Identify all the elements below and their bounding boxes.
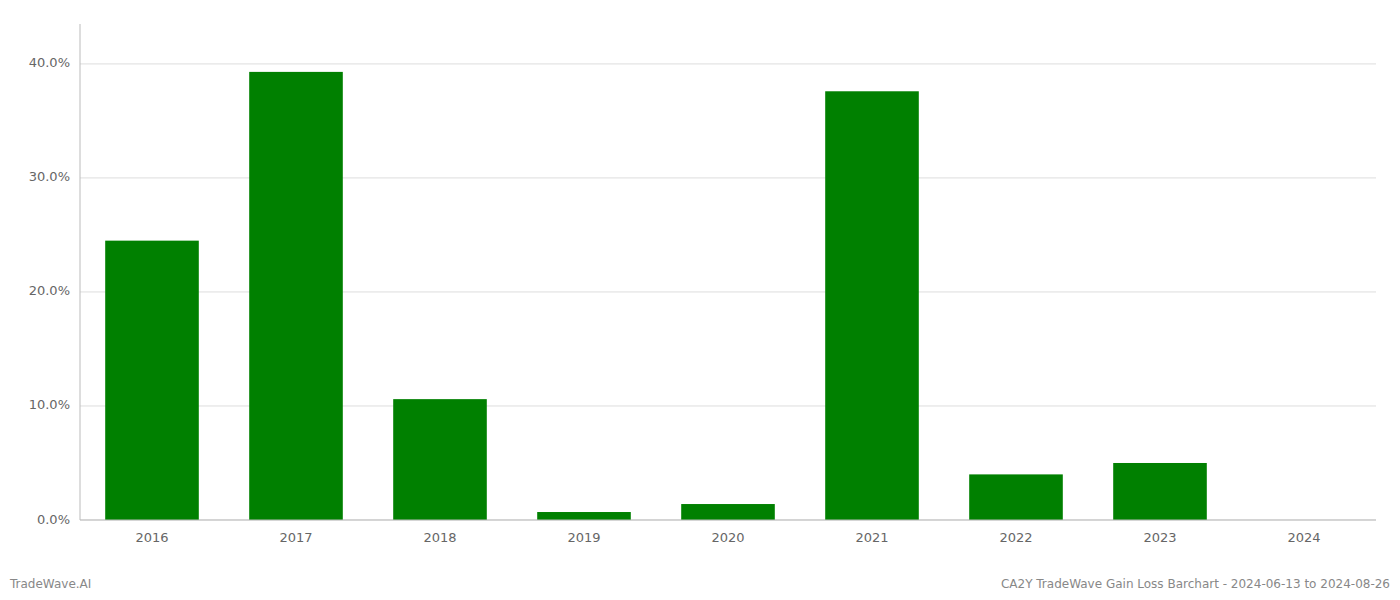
y-tick-label: 20.0% bbox=[29, 283, 70, 298]
annotations: TradeWave.AI CA2Y TradeWave Gain Loss Bar… bbox=[9, 577, 1390, 591]
y-tick-label: 40.0% bbox=[29, 55, 70, 70]
bar bbox=[537, 512, 631, 520]
chart-svg: 0.0% 10.0% 20.0% 30.0% 40.0% 2016 2017 2018 2019… bbox=[0, 0, 1400, 600]
footer-text: TradeWave.AI bbox=[9, 577, 91, 591]
x-tick-label: 2022 bbox=[999, 530, 1032, 545]
bar bbox=[249, 72, 343, 520]
x-ticks: 2016 2017 2018 2019 2020 2021 2022 2023 2024 bbox=[135, 530, 1320, 545]
bar bbox=[393, 399, 487, 520]
x-tick-label: 2024 bbox=[1287, 530, 1320, 545]
grid bbox=[80, 64, 1376, 520]
bar bbox=[969, 474, 1063, 520]
x-tick-label: 2016 bbox=[135, 530, 168, 545]
x-tick-label: 2017 bbox=[279, 530, 312, 545]
y-tick-label: 0.0% bbox=[37, 512, 70, 527]
y-ticks: 0.0% 10.0% 20.0% 30.0% 40.0% bbox=[29, 55, 70, 526]
x-axis-line bbox=[80, 520, 1376, 521]
x-tick-label: 2019 bbox=[567, 530, 600, 545]
grid-line bbox=[80, 520, 1376, 521]
footer-text: CA2Y TradeWave Gain Loss Barchart - 2024… bbox=[1001, 577, 1390, 591]
grid-line bbox=[80, 63, 1376, 64]
x-tick-label: 2018 bbox=[423, 530, 456, 545]
x-tick-label: 2020 bbox=[711, 530, 744, 545]
bars bbox=[105, 72, 1207, 520]
bar bbox=[825, 91, 919, 520]
y-tick-label: 10.0% bbox=[29, 397, 70, 412]
bar bbox=[681, 504, 775, 520]
x-tick-label: 2021 bbox=[855, 530, 888, 545]
y-tick-label: 30.0% bbox=[29, 169, 70, 184]
y-axis-line bbox=[80, 24, 81, 520]
chart-container: 0.0% 10.0% 20.0% 30.0% 40.0% 2016 2017 2018 2019… bbox=[0, 0, 1400, 600]
x-tick-label: 2023 bbox=[1143, 530, 1176, 545]
bar bbox=[105, 241, 199, 520]
bar bbox=[1113, 463, 1207, 520]
